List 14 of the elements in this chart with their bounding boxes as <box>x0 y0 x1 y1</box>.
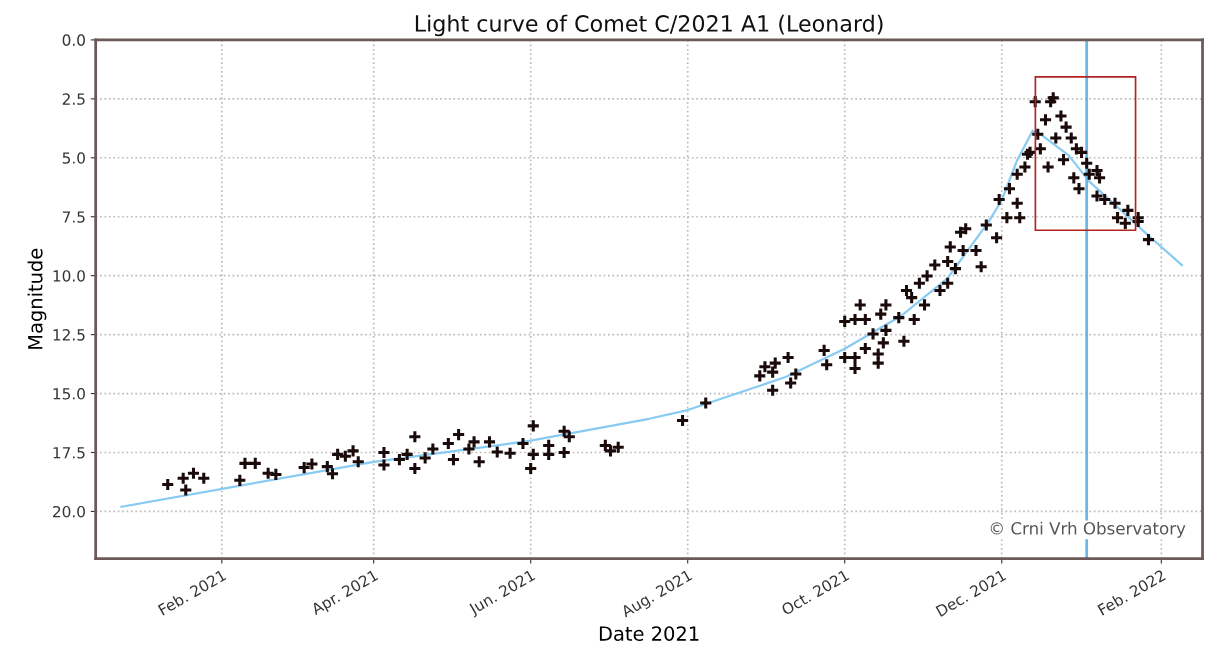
y-axis-title: Magnitude <box>27 248 47 349</box>
y-tick-label: 17.5 <box>53 447 85 459</box>
y-tick-label: 12.5 <box>53 329 85 341</box>
y-tick-label: 7.5 <box>62 211 85 223</box>
y-tick-label: 2.5 <box>62 93 85 105</box>
annotation: © Crni Vrh Observatory <box>990 521 1186 538</box>
line-series <box>120 129 1184 508</box>
y-tick-label: 15.0 <box>53 388 85 400</box>
chart-title: Light curve of Comet C/2021 A1 (Leonard) <box>415 14 883 37</box>
y-tick-label: 0.0 <box>62 34 85 46</box>
y-tick-label: 10.0 <box>53 270 85 282</box>
y-tick-label: 5.0 <box>62 152 85 164</box>
x-axis-title: Date 2021 <box>599 626 699 641</box>
y-tick-label: 20.0 <box>53 505 85 518</box>
